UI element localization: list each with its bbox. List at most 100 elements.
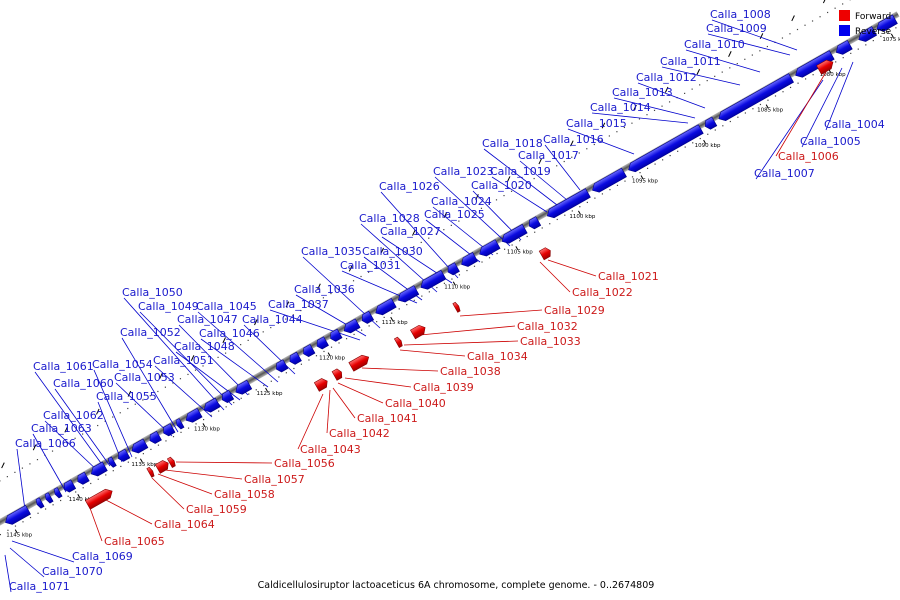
reverse-gene-mark — [330, 328, 343, 342]
reverse-gene-connector — [825, 61, 854, 131]
dot-marker — [766, 45, 768, 48]
legend-forward-label: Forward — [855, 12, 891, 22]
dot-marker — [835, 61, 837, 63]
dot-marker — [826, 11, 829, 14]
reverse-gene-mark — [858, 26, 878, 42]
dot-marker — [51, 450, 54, 452]
dot-marker — [14, 471, 16, 473]
forward-gene-label: Calla_1034 — [467, 350, 528, 363]
dot-marker — [639, 172, 641, 174]
dot-marker — [6, 476, 8, 478]
reverse-gene-label: Calla_1035 — [301, 245, 362, 258]
dot-marker — [248, 393, 250, 395]
reverse-gene-label: Calla_1015 — [566, 117, 627, 130]
dot-marker — [563, 160, 565, 163]
dot-marker — [157, 444, 160, 446]
dot-marker — [164, 386, 166, 388]
reverse-gene-connector — [711, 19, 798, 51]
gene-body — [118, 448, 131, 462]
gene-body — [452, 301, 461, 313]
dot-marker — [0, 533, 2, 536]
forward-gene-connector — [399, 349, 466, 357]
gene-body — [348, 354, 370, 372]
dot-marker — [638, 118, 641, 120]
gene-body — [501, 223, 528, 244]
dot-marker — [330, 292, 332, 295]
forward-gene-connector — [297, 393, 324, 450]
tick-label: 1140 kbp — [69, 497, 95, 503]
dot-marker — [270, 380, 272, 382]
reverse-gene-connector — [178, 324, 249, 396]
dot-marker — [895, 27, 897, 29]
dot-marker — [74, 437, 76, 439]
dot-marker — [224, 352, 227, 354]
forward-gene-mark — [166, 456, 176, 468]
dot-marker — [277, 322, 279, 324]
dot-marker — [865, 44, 867, 46]
reverse-gene-mark — [63, 479, 77, 493]
forward-gene-connector — [337, 382, 384, 404]
dot-marker — [842, 57, 844, 59]
dot-marker — [307, 305, 309, 307]
reverse-gene-connector — [519, 160, 568, 201]
forward-gene-label: Calla_1056 — [274, 457, 335, 470]
dot-marker — [684, 146, 686, 148]
forward-gene-connector — [326, 389, 331, 434]
dot-marker — [578, 152, 580, 154]
tick-label: 1125 kbp — [257, 391, 283, 397]
forward-gene-label: Calla_1058 — [214, 488, 275, 501]
reverse-gene-mark — [303, 344, 316, 358]
reverse-gene-mark — [343, 318, 361, 334]
dot-marker — [390, 258, 392, 261]
dot-marker — [451, 278, 453, 280]
reverse-gene-mark — [77, 471, 90, 485]
reverse-gene-label: Calla_1061 — [33, 360, 94, 373]
reverse-gene-label: Calla_1030 — [362, 245, 423, 258]
reverse-gene-connector — [380, 191, 459, 279]
reverse-gene-mark — [397, 285, 420, 303]
dot-marker — [142, 399, 144, 401]
dot-marker — [496, 252, 498, 255]
gene-body — [393, 336, 403, 348]
dot-marker — [677, 150, 679, 152]
dot-marker — [180, 431, 182, 433]
dot-marker — [315, 355, 318, 357]
dot-marker — [549, 223, 551, 225]
dot-marker — [187, 373, 189, 376]
forward-gene-mark — [452, 301, 461, 313]
dot-marker — [850, 52, 852, 54]
reverse-gene-label: Calla_1063 — [31, 422, 92, 435]
dot-marker — [345, 338, 348, 340]
dot-marker — [714, 129, 716, 131]
reverse-gene-connector — [4, 554, 12, 593]
dash-marker — [412, 229, 416, 236]
gene-body — [131, 438, 149, 454]
dot-marker — [488, 203, 490, 205]
gene-body — [375, 298, 397, 316]
gene-body — [77, 471, 90, 485]
dot-marker — [789, 86, 792, 89]
forward-gene-label: Calla_1032 — [517, 320, 578, 333]
dot-marker — [232, 348, 234, 350]
gene-body — [858, 26, 878, 42]
dot-marker — [112, 416, 114, 418]
reverse-gene-connector — [121, 337, 179, 433]
reverse-gene-mark — [501, 223, 528, 244]
tick-label: 1115 kbp — [382, 320, 408, 326]
dot-marker — [631, 176, 634, 178]
reverse-gene-label: Calla_1014 — [590, 101, 651, 114]
reverse-gene-mark — [107, 456, 117, 468]
dot-marker — [729, 120, 731, 123]
dot-marker — [90, 482, 92, 485]
gene-body — [546, 188, 591, 219]
dash-marker — [633, 104, 637, 111]
dash-marker — [380, 247, 384, 254]
dot-marker — [353, 333, 355, 336]
tick-mark — [765, 104, 769, 109]
dot-marker — [616, 184, 619, 186]
reverse-gene-mark — [203, 397, 221, 413]
reverse-gene-mark — [185, 407, 203, 423]
dot-marker — [225, 406, 227, 408]
dash-marker — [791, 15, 795, 22]
